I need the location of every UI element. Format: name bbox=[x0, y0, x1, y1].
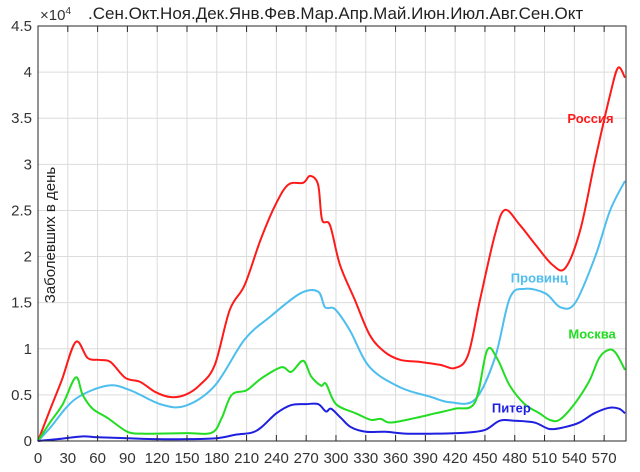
y-tick-label: 4 bbox=[24, 64, 32, 81]
x-tick-label: 150 bbox=[174, 450, 199, 467]
chart-title: .Сен.Окт.Ноя.Дек.Янв.Фев.Мар.Апр.Май.Июн… bbox=[88, 4, 583, 23]
y-tick-label: 1 bbox=[24, 341, 32, 358]
x-tick-label: 240 bbox=[264, 450, 289, 467]
series-lines bbox=[37, 66, 626, 442]
x-tick-label: 540 bbox=[562, 450, 587, 467]
x-tick-labels: 0 30 60 90 120 150 180 210 240 270 300 330 360 390 420… bbox=[34, 450, 617, 467]
x-tick-label: 30 bbox=[59, 450, 76, 467]
x-tick-label: 90 bbox=[119, 450, 136, 467]
x-tick-label: 0 bbox=[34, 450, 42, 467]
x-tick-label: 180 bbox=[204, 450, 229, 467]
x-tick-label: 120 bbox=[145, 450, 170, 467]
y-tick-label: 0 bbox=[24, 433, 32, 450]
y-tick-labels: 0 0.5 1 1.5 2 2.5 3 3.5 4 4.5 bbox=[11, 18, 32, 450]
x-tick-label: 420 bbox=[443, 450, 468, 467]
x-tick-label: 330 bbox=[353, 450, 378, 467]
x-tick-label: 570 bbox=[592, 450, 617, 467]
ticks bbox=[37, 26, 605, 441]
y-tick-label: 4.5 bbox=[11, 18, 32, 35]
y-tick-label: 2 bbox=[24, 249, 32, 266]
x-tick-label: 210 bbox=[234, 450, 259, 467]
x-tick-label: 510 bbox=[532, 450, 557, 467]
series-label: Провинц bbox=[511, 270, 568, 285]
y-tick-label: 1.5 bbox=[11, 295, 32, 312]
series-label: Россия bbox=[567, 111, 613, 126]
series-labels: Россия Провинц Москва Питер bbox=[492, 111, 617, 416]
x-tick-label: 390 bbox=[413, 450, 438, 467]
series-line-Москва bbox=[37, 346, 626, 442]
series-line-Провинц bbox=[37, 180, 626, 442]
x-tick-label: 300 bbox=[323, 450, 348, 467]
y-tick-label: 3.5 bbox=[11, 110, 32, 127]
x-tick-label: 60 bbox=[89, 450, 106, 467]
plot-frame bbox=[37, 25, 627, 442]
x-tick-label: 270 bbox=[294, 450, 319, 467]
x-tick-label: 450 bbox=[472, 450, 497, 467]
x-tick-label: 360 bbox=[383, 450, 408, 467]
series-line-Питер bbox=[37, 402, 626, 442]
grid bbox=[37, 25, 626, 442]
y-tick-label: 0.5 bbox=[11, 387, 32, 404]
y-tick-label: 2.5 bbox=[11, 202, 32, 219]
series-line-Россия bbox=[37, 66, 626, 442]
y-exponent: ×104 bbox=[40, 6, 71, 24]
y-axis-label: Заболевших в день bbox=[42, 167, 59, 304]
y-tick-label: 3 bbox=[24, 156, 32, 173]
series-label: Москва bbox=[568, 327, 616, 342]
series-label: Питер bbox=[492, 400, 531, 415]
x-tick-label: 480 bbox=[502, 450, 527, 467]
